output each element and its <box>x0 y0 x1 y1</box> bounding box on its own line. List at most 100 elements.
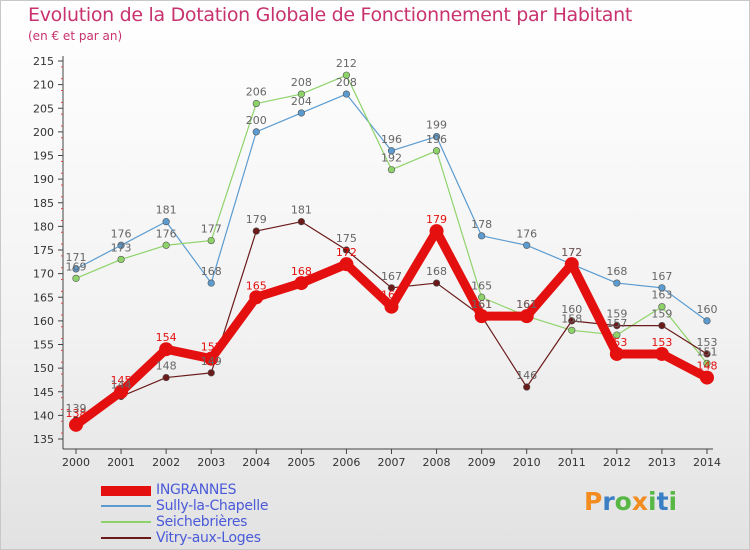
data-label: 167 <box>381 270 402 283</box>
data-label: 212 <box>336 57 357 70</box>
data-label: 173 <box>111 241 132 254</box>
data-label: 161 <box>471 298 492 311</box>
data-point <box>519 309 534 324</box>
legend-swatch-seichebrieres <box>101 521 151 523</box>
y-tick-label: 185 <box>33 197 54 210</box>
data-point <box>613 279 621 287</box>
data-point <box>72 274 80 282</box>
data-point <box>207 369 215 377</box>
data-label: 161 <box>516 298 537 311</box>
data-label: 151 <box>696 345 717 358</box>
data-point <box>568 317 576 325</box>
data-point <box>478 232 486 240</box>
x-tick-label: 2014 <box>693 456 721 469</box>
data-point <box>564 257 579 272</box>
data-point <box>249 290 264 305</box>
data-label: 176 <box>111 227 132 240</box>
data-label: 175 <box>336 232 357 245</box>
data-point <box>162 241 170 249</box>
proxiti-logo: Proxiti <box>584 487 677 516</box>
data-label: 148 <box>156 360 177 373</box>
legend-swatch-ingrannes <box>101 486 151 496</box>
data-label: 206 <box>246 86 267 99</box>
data-point <box>613 331 621 339</box>
data-point <box>342 71 351 79</box>
data-label: 160 <box>561 303 582 316</box>
x-tick-label: 2007 <box>377 456 405 469</box>
data-point <box>339 257 354 272</box>
data-label: 154 <box>156 331 177 344</box>
data-point <box>297 109 305 117</box>
data-point <box>658 303 666 311</box>
data-point <box>69 417 83 432</box>
legend-label-sully: Sully-la-Chapelle <box>156 498 269 514</box>
data-label: 176 <box>156 227 177 240</box>
data-point <box>117 241 125 249</box>
data-label: 192 <box>381 152 402 165</box>
data-point <box>568 326 576 334</box>
data-point <box>699 370 714 385</box>
y-tick-label: 165 <box>33 291 54 304</box>
y-tick-label: 150 <box>33 362 54 375</box>
data-label: 161 <box>516 298 537 311</box>
logo-letter: i <box>668 487 678 516</box>
data-point <box>207 236 215 245</box>
data-label: 168 <box>201 265 222 278</box>
data-label: 208 <box>291 76 312 89</box>
data-point <box>342 90 351 98</box>
data-label: 165 <box>246 279 267 292</box>
data-label: 145 <box>111 374 132 387</box>
data-point <box>523 383 531 391</box>
data-label: 159 <box>606 308 627 321</box>
data-label: 167 <box>651 270 672 283</box>
data-label: 196 <box>426 133 447 146</box>
data-point <box>384 299 399 314</box>
data-point <box>658 322 666 330</box>
data-label: 158 <box>561 312 582 325</box>
chart-subtitle: (en € et par an) <box>28 29 123 43</box>
data-point <box>474 309 489 324</box>
data-point <box>252 227 260 235</box>
legend: INGRANNES Sully-la-Chapelle Seichebrière… <box>101 482 361 547</box>
data-point <box>654 346 669 361</box>
data-label: 196 <box>381 133 402 146</box>
legend-label-vitry: Vitry-aux-Loges <box>156 530 261 546</box>
data-label: 144 <box>111 378 132 391</box>
logo-letter: P <box>584 487 603 516</box>
data-label: 169 <box>66 260 87 273</box>
x-tick-label: 2009 <box>468 456 496 469</box>
y-tick-label: 155 <box>33 339 54 352</box>
data-label: 139 <box>66 402 87 415</box>
y-tick-label: 135 <box>33 433 54 446</box>
y-tick-label: 200 <box>33 126 54 139</box>
logo-letter: x <box>631 487 648 516</box>
data-label: 179 <box>246 213 267 226</box>
data-point <box>114 384 129 399</box>
data-point <box>252 99 260 108</box>
data-point <box>387 166 396 174</box>
data-label: 181 <box>156 204 177 217</box>
data-point <box>478 293 486 301</box>
data-point <box>297 90 305 98</box>
x-tick-label: 2011 <box>558 456 586 469</box>
data-point <box>432 147 441 155</box>
data-label: 159 <box>651 308 672 321</box>
data-point <box>297 218 305 226</box>
y-tick-label: 215 <box>33 55 54 68</box>
data-point <box>429 224 444 239</box>
legend-item-seichebrieres: Seichebrières <box>101 514 361 531</box>
data-label: 178 <box>471 218 492 231</box>
x-tick-label: 2004 <box>242 456 270 469</box>
data-label: 208 <box>336 76 357 89</box>
data-label: 168 <box>426 265 447 278</box>
data-label: 157 <box>606 317 627 330</box>
y-tick-label: 145 <box>33 386 54 399</box>
data-point <box>294 276 309 291</box>
data-point <box>703 350 711 358</box>
y-tick-label: 180 <box>33 220 54 233</box>
data-point <box>387 147 396 155</box>
data-point <box>432 279 441 287</box>
x-tick-label: 2000 <box>62 456 90 469</box>
legend-label-ingrannes: INGRANNES <box>156 482 237 498</box>
